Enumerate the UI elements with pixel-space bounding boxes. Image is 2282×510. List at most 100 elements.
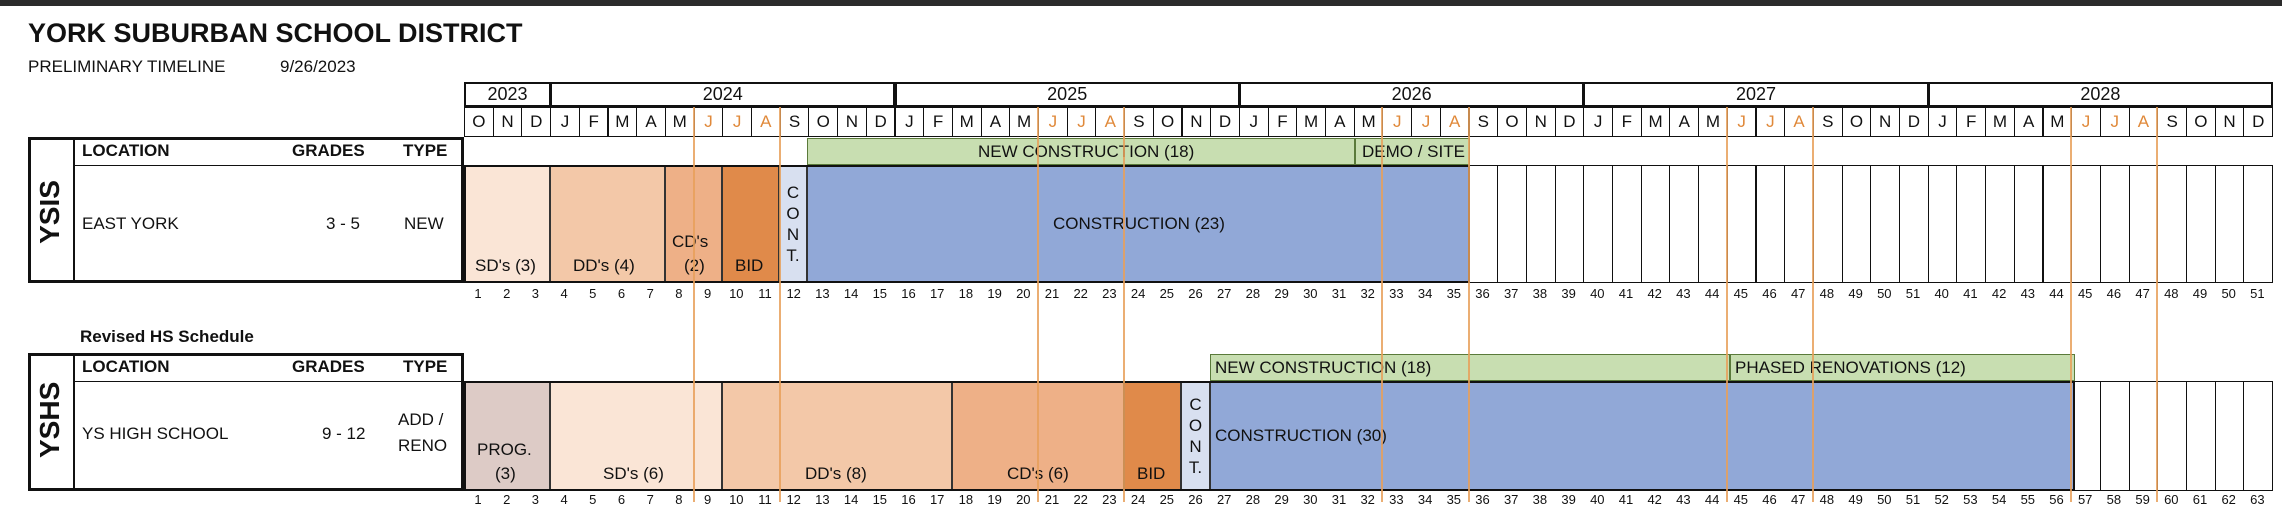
ysis-empty-cell [1812,165,1843,283]
ysis-month-number: 20 [1016,286,1031,301]
yshs-month-number: 37 [1503,492,1519,507]
yshs-month-number: 62 [2221,492,2236,507]
month-header-51: D [1899,107,1929,137]
month-header-45: J [1726,107,1757,137]
yshs-dd-label: DD's (8) [805,464,867,483]
month-header-6: M [607,107,638,137]
yshs-month-number: 1 [474,492,482,507]
yshs-month-number: 22 [1073,492,1088,507]
yshs-month-number: 27 [1216,492,1232,507]
ysis-month-number: 31 [1331,286,1347,301]
month-header-34: J [1411,107,1441,137]
yshs-month-number: 10 [729,492,744,507]
ysis-month-number: 27 [1216,286,1232,301]
summer-guide-line [1037,107,1039,502]
ysis-location-header: LOCATION [82,141,170,160]
yshs-month-number: 35 [1446,492,1462,507]
year-header-2023: 2023 [464,82,552,107]
yshs-month-number: 7 [646,492,654,507]
month-header-15: D [865,107,896,137]
yshs-month-number: 32 [1360,492,1375,507]
month-header-61: O [2186,107,2216,137]
yshs-month-number: 29 [1274,492,1289,507]
yshs-month-number: 57 [2077,492,2093,507]
month-header-63: D [2243,107,2274,137]
yshs-month-number: 61 [2192,492,2208,507]
month-header-60: S [2157,107,2187,137]
month-header-44: M [1698,107,1728,137]
yshs-month-number: 31 [1331,492,1347,507]
yshs-month-number: 2 [503,492,511,507]
ysis-month-number: 42 [1647,286,1662,301]
yshs-month-number: 14 [843,492,859,507]
ysis-month-number: 13 [815,286,830,301]
ysis-empty-cell [1640,165,1671,283]
yshs-month-number: 38 [1532,492,1548,507]
ysis-empty-cell [1554,165,1585,283]
yshs-month-number: 60 [2164,492,2179,507]
ysis-month-number: 48 [1819,286,1835,301]
yshs-month-number: 41 [1618,492,1634,507]
summer-guide-line [2156,107,2159,502]
yshs-month-number: 28 [1245,492,1261,507]
ysis-month-number: 41 [1618,286,1634,301]
ysis-empty-cell [1956,165,1987,283]
ysis-new-construction-label: NEW CONSTRUCTION (18) [978,141,1195,161]
yshs-phase-outline [464,381,2075,491]
ysis-month-number: 40 [1590,286,1605,301]
ysis-month-number: 44 [1704,286,1720,301]
month-header-43: A [1669,107,1700,137]
month-header-22: J [1066,107,1097,137]
yshs-empty-cell [2128,381,2159,491]
ysis-month-number: 5 [589,286,597,301]
ysis-cont-letter-t: T. [786,246,800,265]
ysis-month-number: 30 [1303,286,1318,301]
ysis-month-number: 29 [1274,286,1289,301]
document-subtitle: PRELIMINARY TIMELINE [28,57,226,76]
month-header-13: O [808,107,839,137]
ysis-info-box [28,137,464,283]
yshs-month-number: 44 [1704,492,1720,507]
ysis-month-number: 2 [503,286,511,301]
ysis-cd-label-1: CD's [672,232,709,251]
year-header-2024: 2024 [550,82,896,107]
yshs-sd-label: SD's (6) [603,464,664,483]
ysis-demo-site-bar: DEMO / SITE [1355,138,1470,165]
yshs-month-number: 17 [929,492,945,507]
month-header-4: J [550,107,580,137]
month-header-7: A [636,107,666,137]
ysis-empty-cell [1669,165,1700,283]
ysis-month-number: 16 [901,286,916,301]
ysis-empty-cell [2157,165,2187,283]
ysis-month-number: 43 [1676,286,1691,301]
month-header-23: A [1095,107,1126,137]
month-header-16: J [894,107,925,137]
yshs-month-number: 11 [758,492,772,507]
ysis-month-number: 33 [1389,286,1404,301]
yshs-location-header: LOCATION [82,357,170,376]
month-header-8: M [664,107,695,137]
month-header-49: O [1841,107,1872,137]
yshs-month-number: 36 [1475,492,1490,507]
ysis-phase-outline [464,165,1470,283]
yshs-grades-value: 9 - 12 [322,424,366,443]
ysis-month-number: 7 [646,286,654,301]
month-header-9: J [693,107,724,137]
ysis-sd-label: SD's (3) [475,256,536,275]
ysis-month-number: 3 [531,286,539,301]
ysis-location-value: EAST YORK [82,214,179,233]
ysis-month-number: 50 [1877,286,1892,301]
yshs-info-box [28,353,464,491]
yshs-month-number: 52 [1934,492,1949,507]
yshs-month-number: 42 [1647,492,1662,507]
yshs-month-number: 18 [958,492,974,507]
month-header-18: M [951,107,982,137]
ysis-cont-letter-n: N [786,225,800,244]
yshs-month-number: 26 [1188,492,1203,507]
yshs-type-value-2: RENO [398,436,448,455]
ysis-month-number: 50 [2221,286,2236,301]
month-header-21: J [1038,107,1068,137]
ysis-empty-cell [2013,165,2044,283]
ysis-empty-cell [2243,165,2274,283]
yshs-month-number: 15 [872,492,888,507]
